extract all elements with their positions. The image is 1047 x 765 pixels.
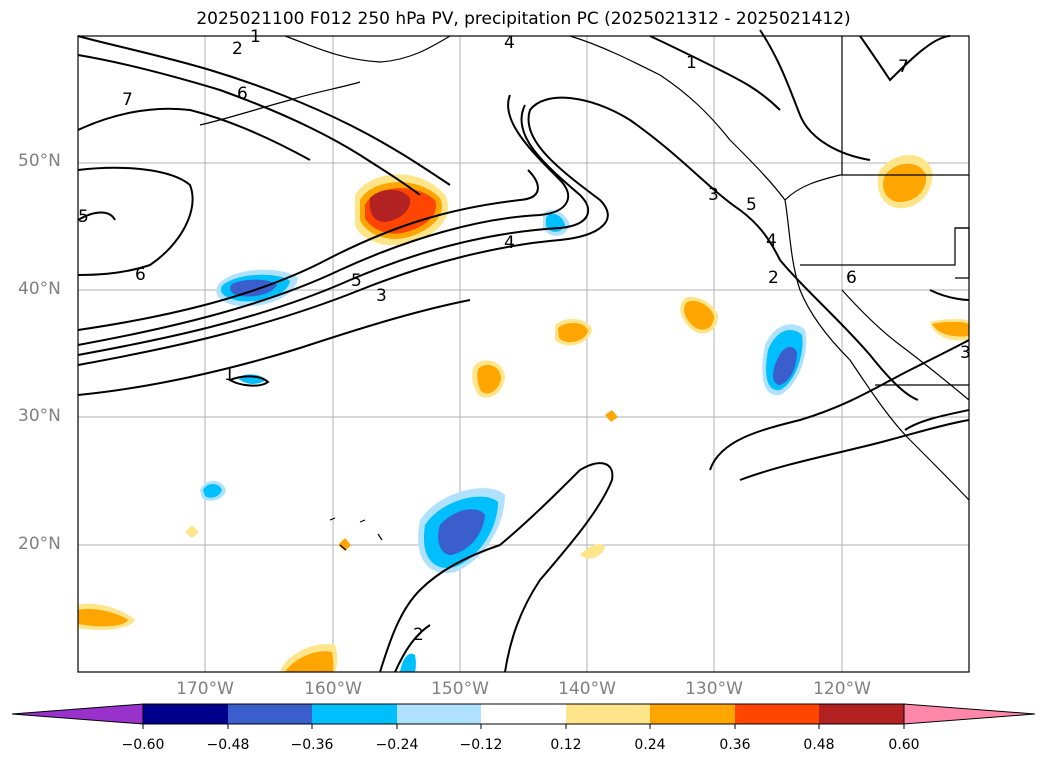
- colorbar-segment: [481, 704, 566, 724]
- colorbar-segment: [143, 704, 228, 724]
- colorbar-segment: [566, 704, 650, 724]
- latitude-label: 40°N: [18, 279, 61, 299]
- colorbar-segment: [735, 704, 819, 724]
- colorbar-segment: [11, 703, 144, 725]
- contour-label: 6: [237, 84, 248, 104]
- longitude-label: 170°W: [176, 679, 234, 699]
- map-panel: [78, 36, 969, 672]
- map-frame: [77, 35, 970, 673]
- latitude-label: 30°N: [18, 406, 61, 426]
- contour-label: 3: [376, 286, 387, 306]
- colorbar-tick-label: −0.36: [290, 737, 334, 753]
- colorbar-tick-label: 0.48: [803, 737, 835, 753]
- latitude-label: 50°N: [18, 151, 61, 171]
- map-title: 2025021100 F012 250 hPa PV, precipitatio…: [196, 9, 851, 29]
- longitude-label: 140°W: [558, 679, 616, 699]
- colorbar-segment: [312, 704, 397, 724]
- colorbar-outline: [142, 703, 905, 725]
- contour-label: 5: [351, 271, 362, 291]
- contour-label: 4: [766, 231, 777, 251]
- colorbar-tick-label: −0.48: [206, 737, 250, 753]
- contour-labels: 1 2 4 1 7 7 6 5 6 4 5 3 3 5 4 2 6 1 2 3: [78, 27, 971, 645]
- colorbar-segment: [650, 704, 735, 724]
- longitude-label: 130°W: [685, 679, 743, 699]
- colorbar-segment: [903, 703, 1036, 725]
- latitude-label: 20°N: [18, 534, 61, 554]
- colorbar-tick-label: −0.60: [121, 737, 165, 753]
- contour-label: 7: [898, 57, 909, 77]
- contour-label: 1: [224, 365, 235, 385]
- colorbar-tick-label: 0.12: [550, 737, 582, 753]
- colorbar-segment: [819, 704, 904, 724]
- contour-label: 6: [135, 265, 146, 285]
- contour-label: 3: [708, 185, 719, 205]
- colorbar-tick-label: −0.24: [375, 737, 419, 753]
- colorbar: [11, 703, 1036, 729]
- contour-label: 2: [413, 625, 424, 645]
- colorbar-tick-label: 0.24: [634, 737, 666, 753]
- colorbar-segment: [397, 704, 481, 724]
- pv-contours: [77, 29, 970, 673]
- contour-label: 3: [960, 343, 971, 363]
- contour-label: 4: [504, 33, 515, 53]
- longitude-label: 120°W: [813, 679, 871, 699]
- contour-label: 1: [250, 27, 261, 47]
- precip-patches: [78, 155, 969, 672]
- colorbar-tick-label: −0.12: [459, 737, 503, 753]
- contour-label: 5: [78, 207, 89, 227]
- contour-label: 1: [686, 53, 697, 73]
- contour-label: 4: [504, 233, 515, 253]
- contour-label: 6: [846, 268, 857, 288]
- longitude-label: 160°W: [304, 679, 362, 699]
- colorbar-tick-label: 0.60: [888, 737, 920, 753]
- longitude-label: 150°W: [431, 679, 489, 699]
- contour-label: 2: [232, 39, 243, 59]
- colorbar-segment: [228, 704, 312, 724]
- colorbar-tick-label: 0.36: [719, 737, 751, 753]
- contour-label: 7: [122, 90, 133, 110]
- coastlines: [199, 35, 970, 551]
- contour-label: 2: [768, 268, 779, 288]
- contour-label: 5: [746, 195, 757, 215]
